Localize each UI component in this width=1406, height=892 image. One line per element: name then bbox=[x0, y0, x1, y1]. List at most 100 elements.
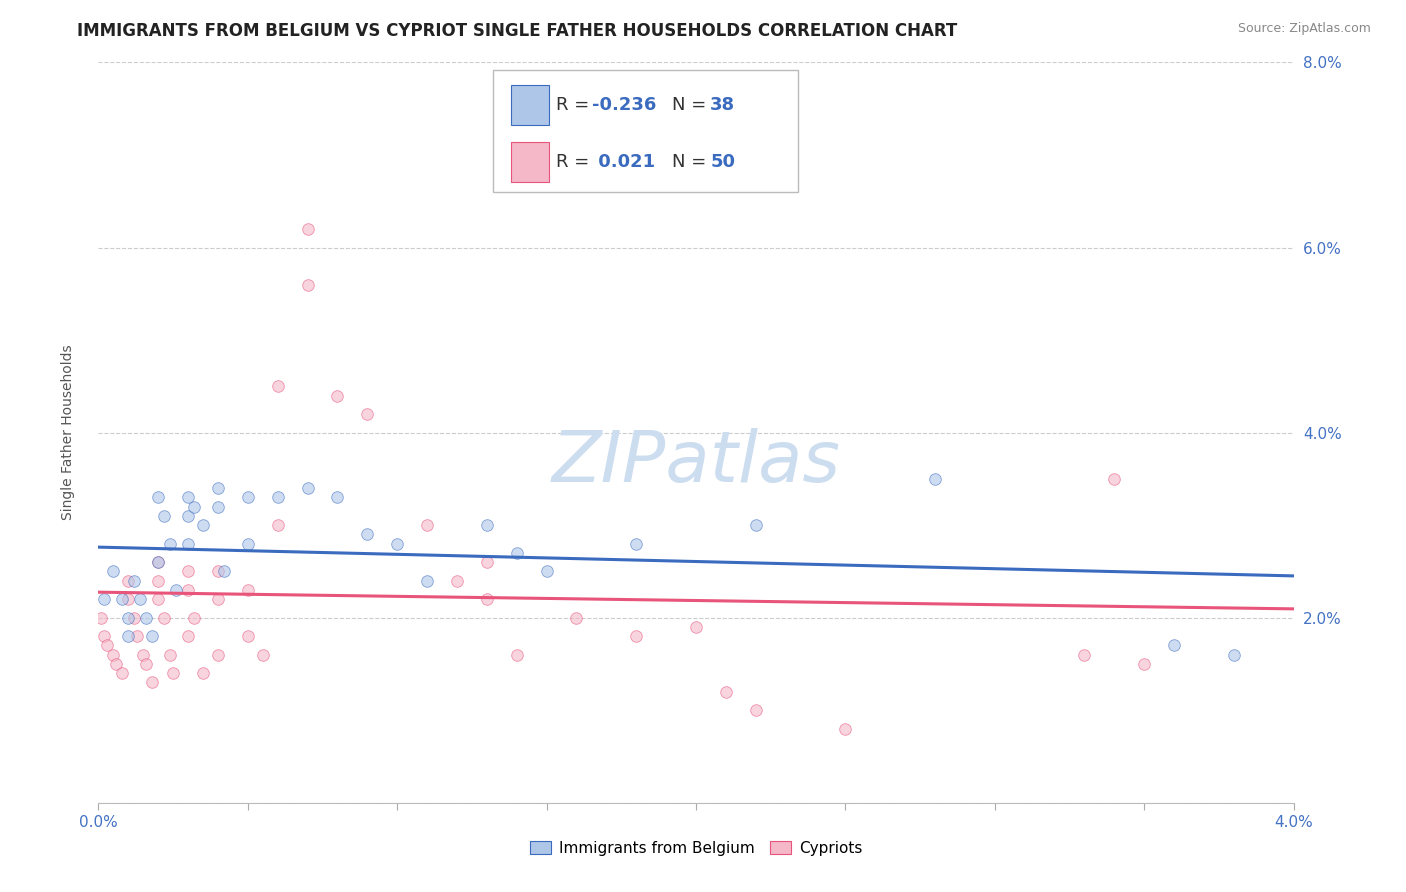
Point bbox=[127, 629, 149, 643]
Point bbox=[183, 500, 205, 514]
Point bbox=[177, 565, 200, 579]
Point bbox=[93, 592, 115, 607]
Point bbox=[475, 555, 498, 569]
Text: 0.021: 0.021 bbox=[592, 153, 655, 171]
FancyBboxPatch shape bbox=[510, 85, 548, 125]
Point bbox=[536, 565, 558, 579]
Point bbox=[506, 546, 529, 560]
Point bbox=[236, 491, 259, 505]
Point bbox=[148, 555, 170, 569]
Point bbox=[745, 518, 768, 533]
Point bbox=[191, 518, 214, 533]
Text: 38: 38 bbox=[710, 96, 735, 114]
Text: R =: R = bbox=[557, 153, 595, 171]
Point bbox=[626, 629, 648, 643]
Point bbox=[132, 648, 155, 662]
Point bbox=[506, 648, 529, 662]
FancyBboxPatch shape bbox=[510, 143, 548, 183]
Point bbox=[326, 491, 349, 505]
Point bbox=[236, 536, 259, 550]
Point bbox=[1104, 472, 1126, 486]
Point bbox=[141, 629, 163, 643]
Point bbox=[103, 648, 125, 662]
Point bbox=[475, 592, 498, 607]
Point bbox=[207, 481, 229, 495]
Point bbox=[177, 536, 200, 550]
Point bbox=[416, 574, 439, 588]
Point bbox=[236, 629, 259, 643]
Point bbox=[124, 574, 146, 588]
Point bbox=[153, 610, 176, 624]
Point bbox=[326, 389, 349, 403]
Point bbox=[162, 666, 184, 681]
Point bbox=[191, 666, 214, 681]
Point bbox=[117, 629, 139, 643]
Point bbox=[177, 629, 200, 643]
Point bbox=[93, 629, 115, 643]
Point bbox=[141, 675, 163, 690]
Point bbox=[356, 527, 378, 541]
Point bbox=[745, 703, 768, 717]
Point bbox=[148, 491, 170, 505]
Point bbox=[96, 639, 118, 653]
Point bbox=[129, 592, 152, 607]
Point bbox=[924, 472, 946, 486]
Point bbox=[111, 592, 134, 607]
Point bbox=[267, 518, 290, 533]
Point bbox=[207, 592, 229, 607]
Point bbox=[297, 277, 319, 292]
Point bbox=[153, 508, 176, 523]
Point bbox=[103, 565, 125, 579]
Text: N =: N = bbox=[672, 153, 711, 171]
Point bbox=[159, 536, 181, 550]
Point bbox=[565, 610, 588, 624]
FancyBboxPatch shape bbox=[494, 70, 797, 192]
Point bbox=[177, 582, 200, 597]
Point bbox=[267, 491, 290, 505]
Point bbox=[446, 574, 468, 588]
Point bbox=[207, 565, 229, 579]
Text: R =: R = bbox=[557, 96, 595, 114]
Point bbox=[1073, 648, 1095, 662]
Text: 50: 50 bbox=[710, 153, 735, 171]
Legend: Immigrants from Belgium, Cypriots: Immigrants from Belgium, Cypriots bbox=[523, 835, 869, 862]
Point bbox=[111, 666, 134, 681]
Point bbox=[177, 491, 200, 505]
Text: N =: N = bbox=[672, 96, 711, 114]
Point bbox=[416, 518, 439, 533]
Text: Source: ZipAtlas.com: Source: ZipAtlas.com bbox=[1237, 22, 1371, 36]
Point bbox=[165, 582, 187, 597]
Point bbox=[1223, 648, 1246, 662]
Point bbox=[356, 407, 378, 421]
Text: -0.236: -0.236 bbox=[592, 96, 657, 114]
Point bbox=[207, 648, 229, 662]
Point bbox=[1133, 657, 1156, 671]
Point bbox=[385, 536, 409, 550]
Y-axis label: Single Father Households: Single Father Households bbox=[60, 345, 75, 520]
Point bbox=[183, 610, 205, 624]
Point bbox=[177, 508, 200, 523]
Point bbox=[124, 610, 146, 624]
Text: IMMIGRANTS FROM BELGIUM VS CYPRIOT SINGLE FATHER HOUSEHOLDS CORRELATION CHART: IMMIGRANTS FROM BELGIUM VS CYPRIOT SINGL… bbox=[77, 22, 957, 40]
Point bbox=[267, 379, 290, 393]
Point bbox=[236, 582, 259, 597]
Point bbox=[834, 722, 856, 736]
Point bbox=[148, 592, 170, 607]
Point bbox=[135, 657, 157, 671]
Point bbox=[148, 555, 170, 569]
Point bbox=[159, 648, 181, 662]
Point bbox=[252, 648, 274, 662]
Point bbox=[207, 500, 229, 514]
Point bbox=[475, 518, 498, 533]
Point bbox=[90, 610, 112, 624]
Point bbox=[117, 574, 139, 588]
Point bbox=[714, 685, 737, 699]
Point bbox=[135, 610, 157, 624]
Point bbox=[105, 657, 128, 671]
Point bbox=[626, 536, 648, 550]
Point bbox=[297, 481, 319, 495]
Point bbox=[685, 620, 707, 634]
Point bbox=[1163, 639, 1185, 653]
Text: ZIPatlas: ZIPatlas bbox=[551, 428, 841, 497]
Point bbox=[117, 610, 139, 624]
